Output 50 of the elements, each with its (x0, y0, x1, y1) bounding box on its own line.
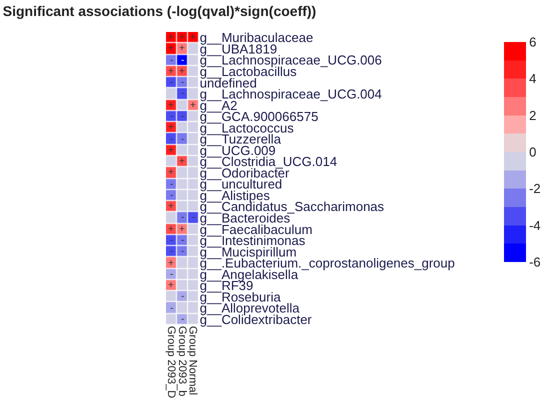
color-bar-label: 2 (529, 108, 536, 123)
data-label: - (181, 235, 184, 246)
data-label: + (179, 32, 185, 43)
data-label: - (181, 111, 184, 122)
data-label: + (168, 122, 174, 133)
data-label: - (181, 246, 184, 257)
data-label: - (192, 212, 196, 223)
data-label: - (170, 77, 174, 88)
data-label: + (179, 43, 185, 54)
data-label: - (170, 235, 174, 246)
color-bar-label: 4 (529, 71, 536, 86)
data-label: + (168, 167, 174, 178)
data-label: - (170, 269, 174, 280)
x-tick-label: Group 2093_b (176, 326, 188, 396)
data-label: - (170, 303, 174, 314)
data-label: - (170, 190, 174, 201)
data-label: - (181, 291, 184, 302)
data-label: - (181, 77, 184, 88)
data-label: + (168, 100, 174, 111)
data-label: + (168, 224, 174, 235)
data-label: + (168, 32, 174, 43)
x-tick-label: Group 2093_D (164, 326, 177, 398)
data-label: - (170, 179, 174, 190)
data-label: - (181, 88, 184, 99)
data-label: - (170, 246, 174, 257)
data-label: + (190, 32, 196, 43)
data-label: + (190, 100, 196, 111)
data-label: + (168, 258, 174, 269)
data-label: + (179, 66, 185, 77)
color-bar-label: 0 (529, 144, 536, 160)
data-label: + (179, 156, 185, 167)
data-label: + (168, 280, 174, 291)
x-tick-label: Group Normal (186, 326, 199, 396)
chart-title: Significant associations (-log(qval)*sign(coeff)) (2, 3, 316, 20)
data-label: - (170, 111, 174, 122)
data-label: + (179, 224, 185, 235)
data-label: - (181, 55, 184, 66)
data-label: - (181, 134, 184, 145)
data-label: - (170, 55, 174, 66)
data-label: + (168, 43, 174, 54)
data-label: + (168, 201, 174, 212)
color-bar-label: 6 (529, 34, 536, 50)
color-bar-label: -6 (529, 254, 541, 270)
data-label: - (181, 212, 184, 223)
data-label: + (168, 145, 174, 156)
data-label: - (170, 134, 174, 145)
color-bar-label: -2 (529, 181, 541, 196)
data-label: + (168, 66, 174, 77)
color-bar-label: -4 (529, 218, 541, 233)
data-label: - (181, 314, 184, 325)
